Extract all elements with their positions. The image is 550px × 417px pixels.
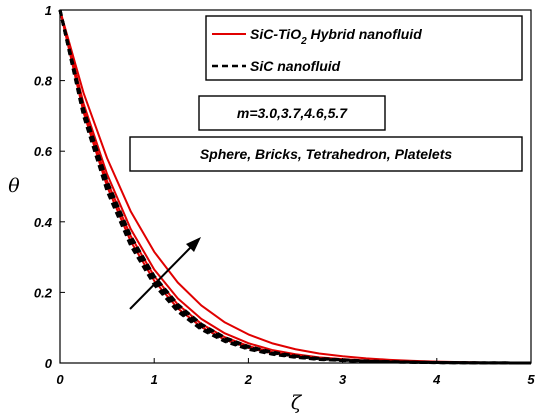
legend-label-hybrid: SiC-TiO2 Hybrid nanofluid bbox=[250, 26, 422, 47]
legend-item-sic: SiC nanofluid bbox=[212, 58, 341, 74]
legend: SiC-TiO2 Hybrid nanofluid SiC nanofluid bbox=[205, 15, 523, 81]
series-line-mono-8 bbox=[58, 9, 532, 365]
y-tick-label: 0.2 bbox=[34, 285, 53, 300]
svg-text:m=3.0,3.7,4.6,5.7: m=3.0,3.7,4.6,5.7 bbox=[237, 105, 348, 121]
x-tick-label: 2 bbox=[244, 372, 253, 387]
x-tick-label: 4 bbox=[432, 372, 441, 387]
x-tick-label: 0 bbox=[56, 372, 64, 387]
x-tick-label: 5 bbox=[527, 372, 535, 387]
x-tick-label: 1 bbox=[151, 372, 158, 387]
plot-frame bbox=[59, 9, 532, 364]
y-tick-label: 1 bbox=[45, 3, 52, 18]
ticks-layer: 0 1 2 3 4 5 0 0.2 0.4 0.6 0.8 1 bbox=[34, 3, 535, 387]
annotation-shapes: Sphere, Bricks, Tetrahedron, Platelets bbox=[129, 136, 523, 172]
y-tick-label: 0.8 bbox=[34, 74, 53, 89]
legend-box bbox=[205, 15, 523, 81]
y-axis-label: θ bbox=[8, 175, 20, 197]
y-tick-label: 0.6 bbox=[34, 144, 53, 159]
trend-arrow bbox=[129, 237, 201, 310]
legend-item-hybrid: SiC-TiO2 Hybrid nanofluid bbox=[212, 26, 422, 47]
y-tick-label: 0 bbox=[45, 356, 53, 371]
svg-text:Sphere, Bricks, Tetrahedron, P: Sphere, Bricks, Tetrahedron, Platelets bbox=[200, 146, 453, 162]
y-tick-label: 0.4 bbox=[34, 215, 53, 230]
annotation-m-values: m=3.0,3.7,4.6,5.7 bbox=[198, 95, 386, 131]
x-axis-label: ζ bbox=[291, 392, 303, 414]
x-tick-label: 3 bbox=[339, 372, 347, 387]
legend-label-sic: SiC nanofluid bbox=[250, 58, 341, 74]
